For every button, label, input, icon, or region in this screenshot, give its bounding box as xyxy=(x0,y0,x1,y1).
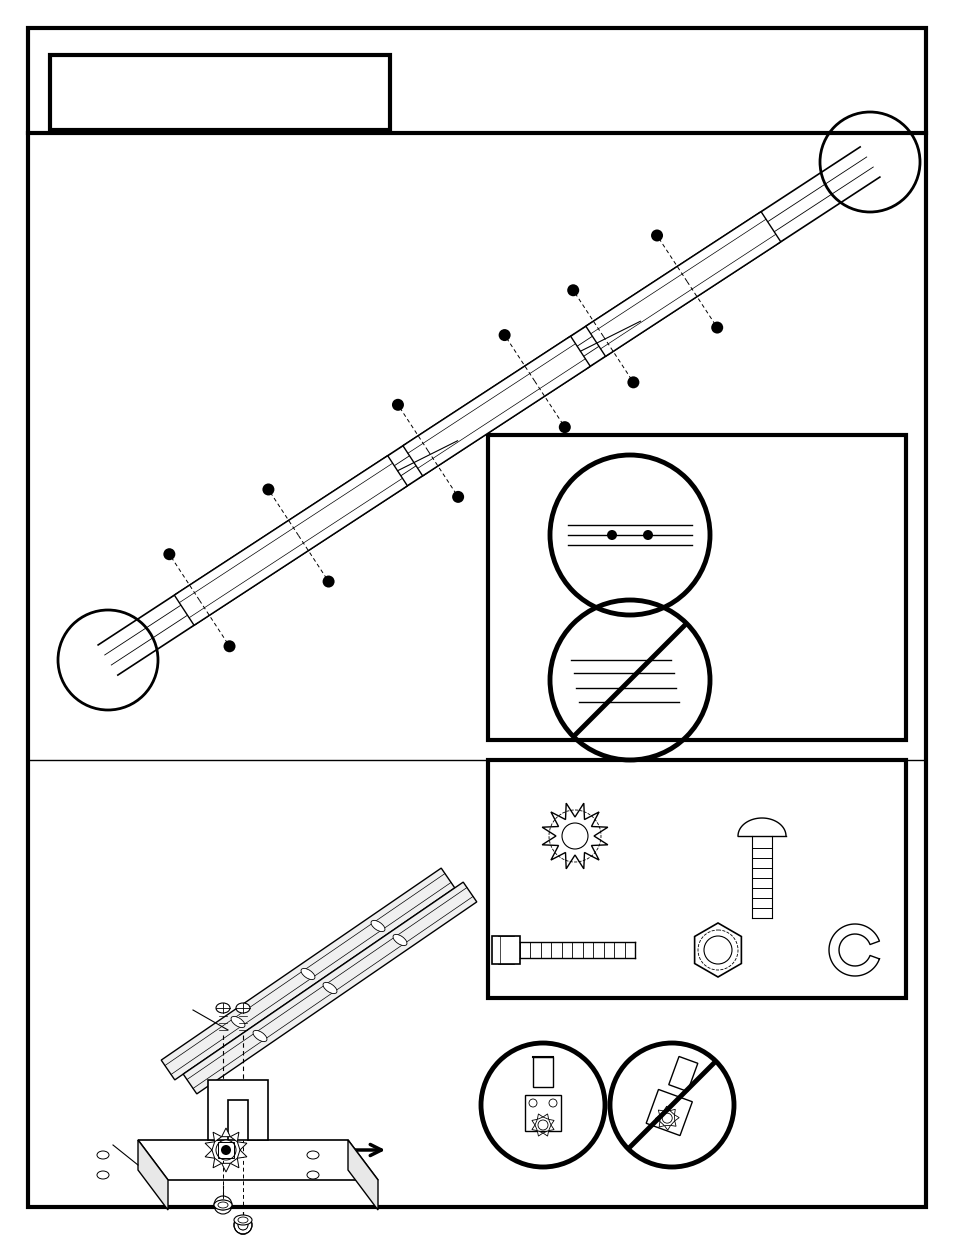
Circle shape xyxy=(642,530,652,540)
Polygon shape xyxy=(658,1110,663,1115)
Polygon shape xyxy=(532,1119,537,1125)
Polygon shape xyxy=(664,1125,670,1130)
Ellipse shape xyxy=(218,1202,228,1208)
Polygon shape xyxy=(138,1140,168,1210)
Circle shape xyxy=(392,399,403,411)
Polygon shape xyxy=(230,1132,238,1142)
Ellipse shape xyxy=(323,982,336,994)
Polygon shape xyxy=(213,1158,221,1168)
Circle shape xyxy=(567,284,578,296)
Polygon shape xyxy=(205,1150,214,1158)
Circle shape xyxy=(498,329,510,341)
Bar xyxy=(488,435,905,740)
Polygon shape xyxy=(585,211,780,357)
Polygon shape xyxy=(663,1107,669,1112)
Circle shape xyxy=(558,421,570,433)
Ellipse shape xyxy=(215,1003,230,1013)
Polygon shape xyxy=(237,1142,247,1150)
Circle shape xyxy=(650,230,662,242)
Polygon shape xyxy=(655,1115,659,1121)
Polygon shape xyxy=(237,1150,247,1158)
Bar xyxy=(218,1142,233,1158)
Circle shape xyxy=(322,576,335,588)
Circle shape xyxy=(452,490,464,503)
Polygon shape xyxy=(221,1163,230,1172)
Polygon shape xyxy=(537,1114,542,1119)
Polygon shape xyxy=(532,1125,537,1131)
Ellipse shape xyxy=(237,1216,248,1223)
Circle shape xyxy=(262,483,274,495)
Polygon shape xyxy=(537,1131,542,1136)
Ellipse shape xyxy=(301,968,314,979)
Polygon shape xyxy=(205,1142,214,1150)
Polygon shape xyxy=(138,1140,377,1179)
Ellipse shape xyxy=(393,935,407,946)
Circle shape xyxy=(711,321,722,333)
Circle shape xyxy=(163,548,175,561)
Ellipse shape xyxy=(253,1030,267,1041)
Ellipse shape xyxy=(97,1151,109,1158)
Circle shape xyxy=(221,1145,231,1155)
Polygon shape xyxy=(548,1119,554,1125)
Circle shape xyxy=(529,1099,537,1107)
Bar xyxy=(524,1095,560,1131)
Polygon shape xyxy=(542,1131,548,1136)
Circle shape xyxy=(215,1140,235,1160)
Polygon shape xyxy=(348,1140,377,1210)
Polygon shape xyxy=(674,1115,679,1121)
Polygon shape xyxy=(221,1128,230,1136)
Ellipse shape xyxy=(307,1151,318,1158)
Bar xyxy=(492,936,519,965)
Polygon shape xyxy=(213,1132,221,1142)
Ellipse shape xyxy=(97,1171,109,1179)
Polygon shape xyxy=(161,868,455,1079)
Polygon shape xyxy=(183,882,476,1094)
Bar xyxy=(533,1057,553,1087)
Polygon shape xyxy=(174,456,407,625)
Circle shape xyxy=(548,1099,557,1107)
Ellipse shape xyxy=(371,920,385,931)
Bar xyxy=(50,56,390,130)
Polygon shape xyxy=(402,336,590,475)
Polygon shape xyxy=(230,1158,238,1168)
Polygon shape xyxy=(645,1089,692,1136)
Circle shape xyxy=(606,530,617,540)
Polygon shape xyxy=(669,1109,675,1115)
Ellipse shape xyxy=(235,1003,250,1013)
Polygon shape xyxy=(548,1125,554,1131)
Circle shape xyxy=(627,377,639,388)
Polygon shape xyxy=(208,1079,268,1140)
Ellipse shape xyxy=(233,1215,252,1225)
Polygon shape xyxy=(659,1121,664,1128)
Bar xyxy=(488,760,905,998)
Polygon shape xyxy=(542,1114,548,1119)
Ellipse shape xyxy=(213,1200,232,1210)
Polygon shape xyxy=(670,1121,676,1126)
Circle shape xyxy=(223,640,235,652)
Ellipse shape xyxy=(307,1171,318,1179)
Polygon shape xyxy=(668,1056,697,1092)
Ellipse shape xyxy=(231,1016,245,1028)
